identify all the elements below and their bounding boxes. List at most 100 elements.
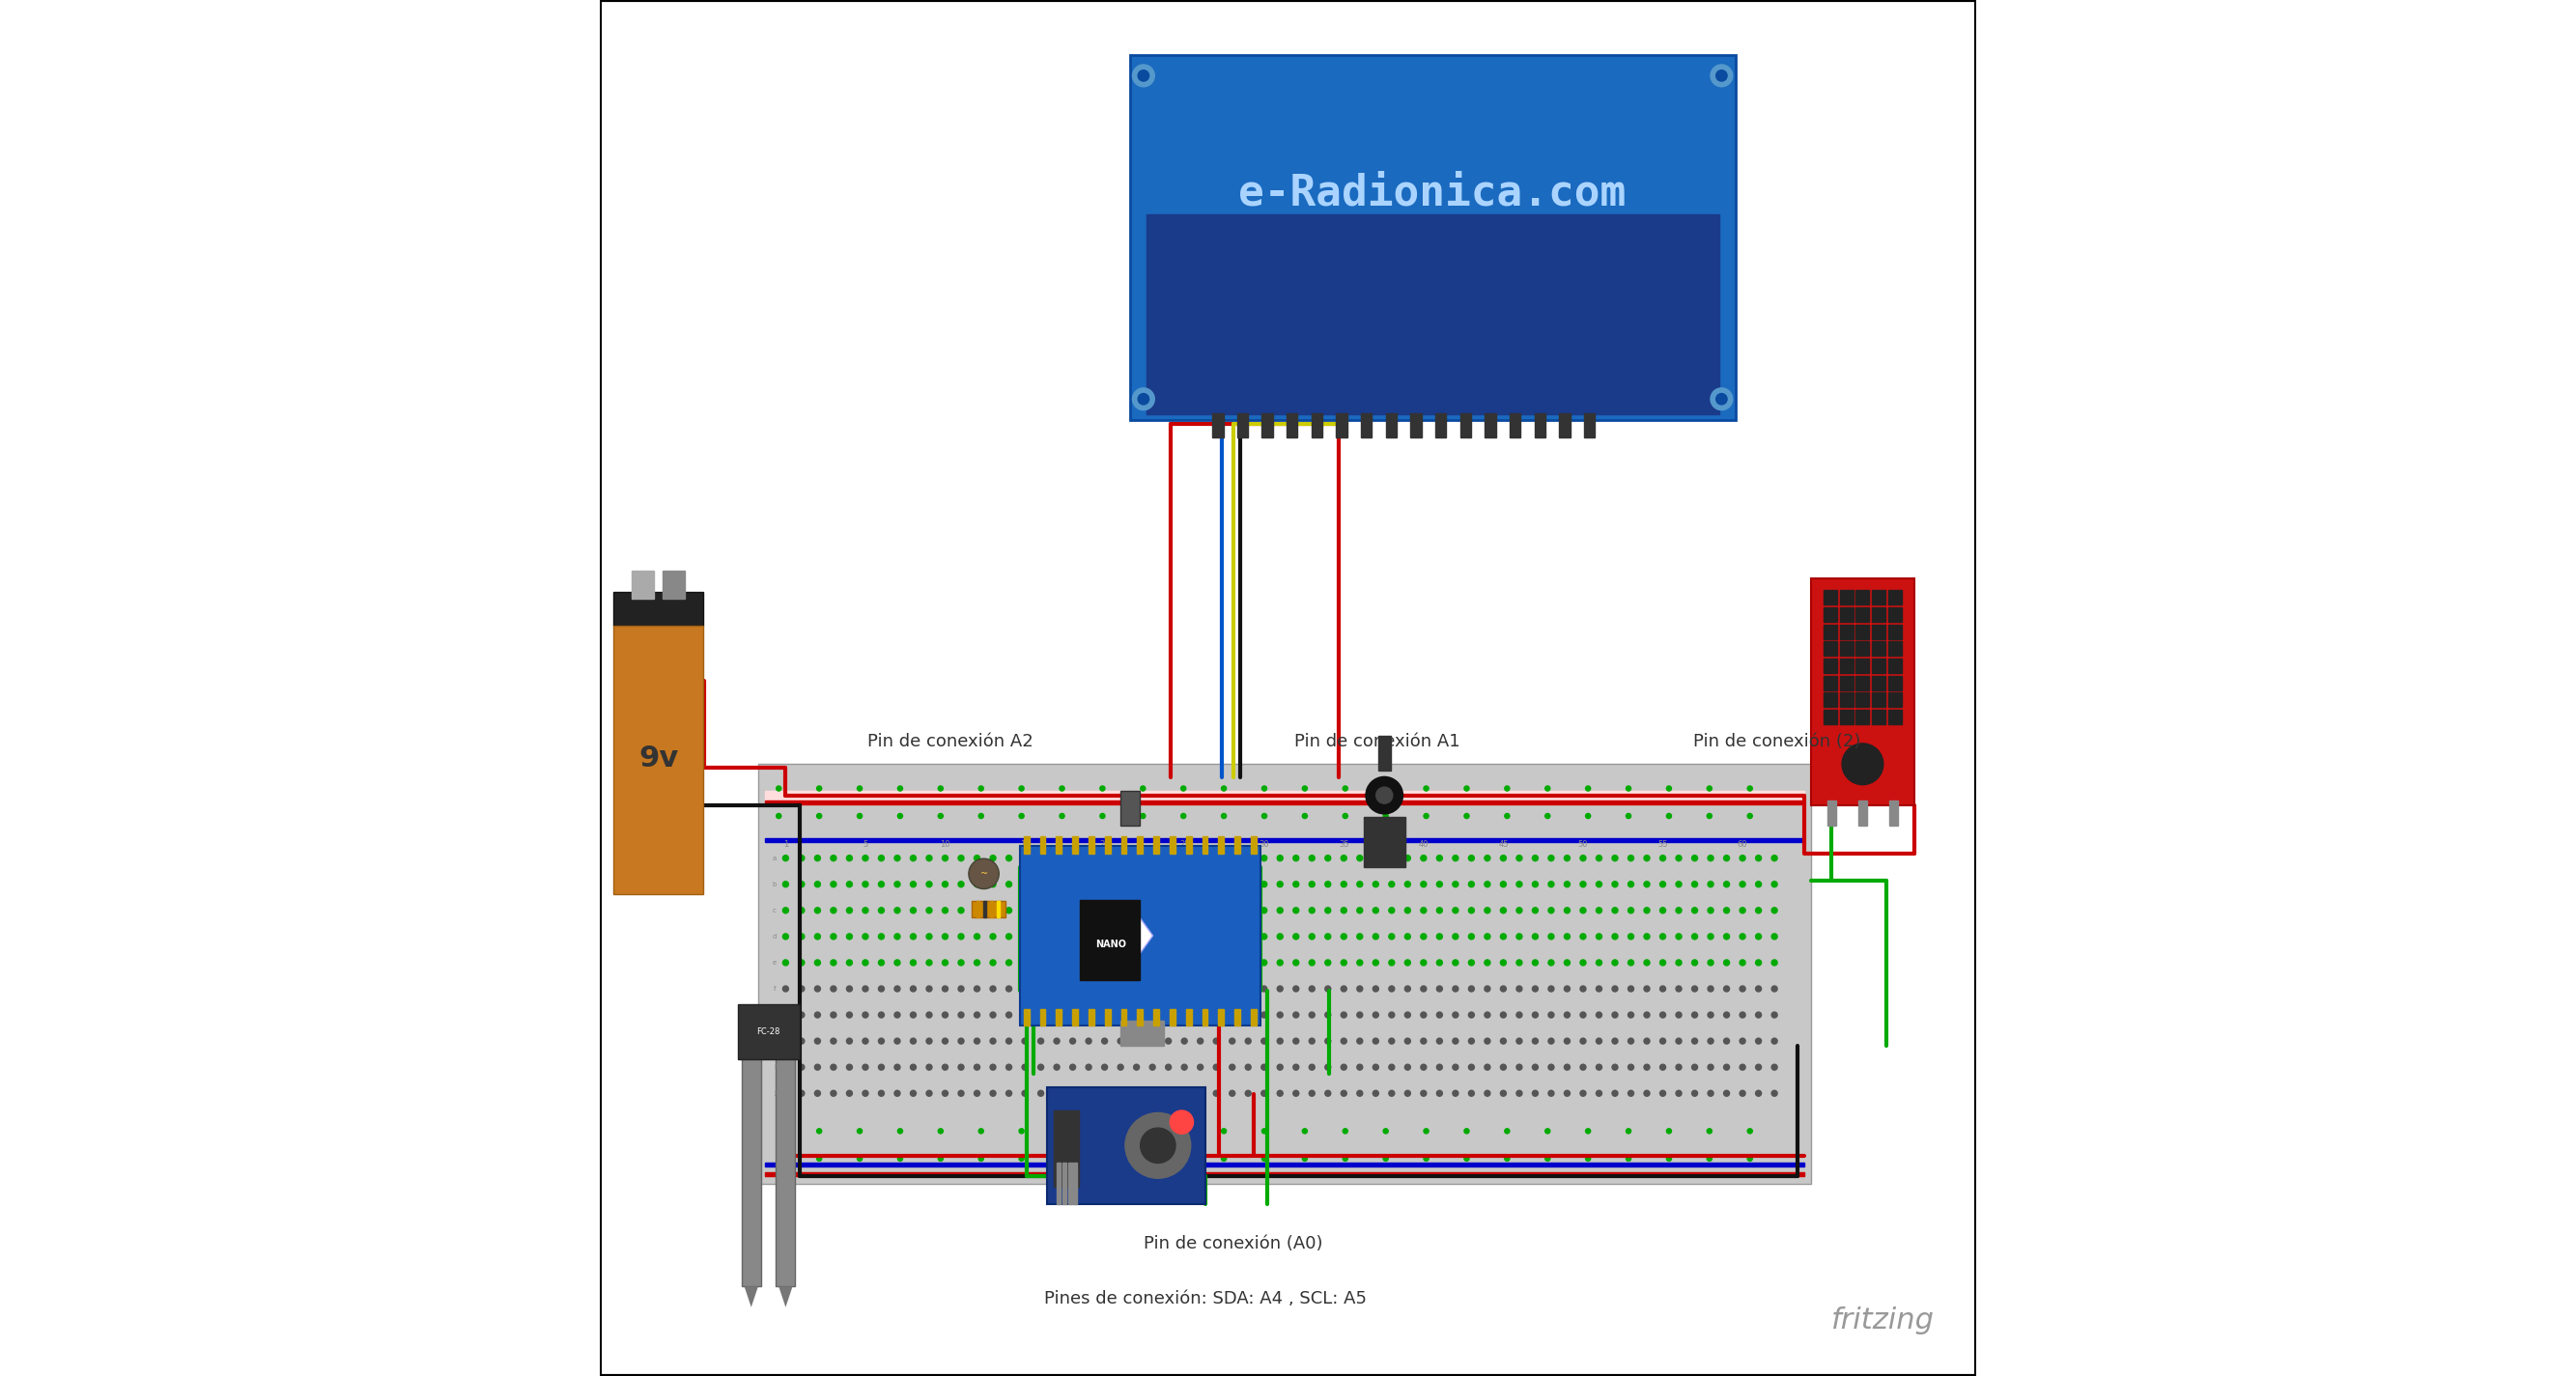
- Circle shape: [894, 1090, 899, 1097]
- Circle shape: [1437, 1038, 1443, 1044]
- Circle shape: [1007, 1038, 1012, 1044]
- Circle shape: [909, 908, 917, 914]
- Circle shape: [1180, 1128, 1185, 1134]
- Circle shape: [974, 985, 979, 992]
- Circle shape: [1517, 856, 1522, 861]
- Circle shape: [1133, 882, 1139, 888]
- Bar: [1090, 837, 1095, 853]
- Circle shape: [1468, 1064, 1473, 1071]
- Bar: [1218, 1009, 1224, 1025]
- Circle shape: [1054, 1011, 1059, 1018]
- Circle shape: [1772, 856, 1777, 861]
- Circle shape: [1139, 394, 1149, 405]
- Circle shape: [1659, 934, 1667, 940]
- Circle shape: [1054, 856, 1059, 861]
- Circle shape: [1007, 882, 1012, 888]
- Circle shape: [1309, 985, 1314, 992]
- Circle shape: [1054, 908, 1059, 914]
- Circle shape: [1643, 1064, 1649, 1071]
- Circle shape: [1293, 985, 1298, 992]
- Circle shape: [1453, 1011, 1458, 1018]
- Circle shape: [1625, 1156, 1631, 1161]
- Circle shape: [1453, 934, 1458, 940]
- Circle shape: [1625, 786, 1631, 791]
- Circle shape: [1772, 1090, 1777, 1097]
- Circle shape: [1324, 1064, 1332, 1071]
- Circle shape: [1692, 1090, 1698, 1097]
- Circle shape: [1739, 985, 1747, 992]
- Circle shape: [1118, 959, 1123, 966]
- Circle shape: [783, 1011, 788, 1018]
- Bar: [1888, 710, 1901, 724]
- Circle shape: [1244, 1011, 1252, 1018]
- Circle shape: [878, 1038, 884, 1044]
- Circle shape: [1628, 1064, 1633, 1071]
- Bar: [1824, 676, 1837, 689]
- Circle shape: [1244, 856, 1252, 861]
- Circle shape: [1723, 959, 1728, 966]
- Circle shape: [1118, 1090, 1123, 1097]
- Circle shape: [1437, 1011, 1443, 1018]
- Circle shape: [1244, 1090, 1252, 1097]
- Circle shape: [1373, 985, 1378, 992]
- Circle shape: [848, 959, 853, 966]
- Circle shape: [1358, 1064, 1363, 1071]
- Circle shape: [1303, 813, 1306, 819]
- Circle shape: [943, 1064, 948, 1071]
- Circle shape: [1484, 1090, 1492, 1097]
- Circle shape: [1643, 959, 1649, 966]
- Circle shape: [1020, 786, 1025, 791]
- Circle shape: [1499, 1064, 1507, 1071]
- Circle shape: [1084, 856, 1092, 861]
- Bar: [1535, 413, 1546, 438]
- Circle shape: [1084, 882, 1092, 888]
- Bar: [1236, 413, 1249, 438]
- Circle shape: [958, 1090, 963, 1097]
- Circle shape: [1103, 1011, 1108, 1018]
- Circle shape: [1757, 985, 1762, 992]
- Circle shape: [1278, 856, 1283, 861]
- Bar: [1824, 625, 1837, 638]
- Circle shape: [1149, 1011, 1154, 1018]
- Circle shape: [1020, 813, 1025, 819]
- Circle shape: [1198, 959, 1203, 966]
- Bar: [1041, 1009, 1046, 1025]
- Circle shape: [1422, 959, 1427, 966]
- Bar: [971, 901, 1005, 918]
- Circle shape: [1309, 856, 1314, 861]
- Text: ~: ~: [979, 868, 987, 879]
- Circle shape: [1548, 882, 1553, 888]
- Circle shape: [1373, 934, 1378, 940]
- Circle shape: [1504, 1128, 1510, 1134]
- Bar: [1888, 692, 1901, 707]
- Circle shape: [1597, 856, 1602, 861]
- Circle shape: [863, 856, 868, 861]
- Circle shape: [1579, 908, 1587, 914]
- Circle shape: [848, 1090, 853, 1097]
- Circle shape: [1373, 882, 1378, 888]
- Circle shape: [958, 1011, 963, 1018]
- Circle shape: [783, 1038, 788, 1044]
- Circle shape: [1422, 934, 1427, 940]
- Circle shape: [1069, 1090, 1077, 1097]
- Circle shape: [1708, 786, 1713, 791]
- Circle shape: [1229, 908, 1234, 914]
- Circle shape: [1221, 1128, 1226, 1134]
- Circle shape: [1278, 1038, 1283, 1044]
- Circle shape: [1517, 959, 1522, 966]
- Circle shape: [1198, 985, 1203, 992]
- Circle shape: [1425, 1156, 1430, 1161]
- Circle shape: [1739, 1090, 1747, 1097]
- Circle shape: [1342, 959, 1347, 966]
- Circle shape: [1739, 1064, 1747, 1071]
- Circle shape: [1054, 1064, 1059, 1071]
- Circle shape: [1643, 985, 1649, 992]
- Circle shape: [1198, 1038, 1203, 1044]
- Circle shape: [1103, 1064, 1108, 1071]
- Circle shape: [878, 856, 884, 861]
- Circle shape: [1659, 985, 1667, 992]
- Circle shape: [1404, 959, 1412, 966]
- Circle shape: [783, 882, 788, 888]
- Circle shape: [1324, 959, 1332, 966]
- Circle shape: [1278, 985, 1283, 992]
